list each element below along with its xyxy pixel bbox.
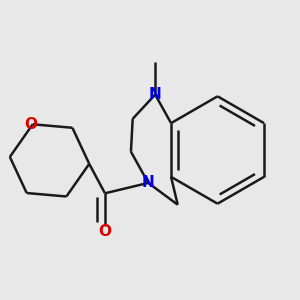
Text: N: N [142,176,155,190]
Text: O: O [98,224,112,239]
Text: O: O [25,117,38,132]
Text: N: N [149,87,162,102]
